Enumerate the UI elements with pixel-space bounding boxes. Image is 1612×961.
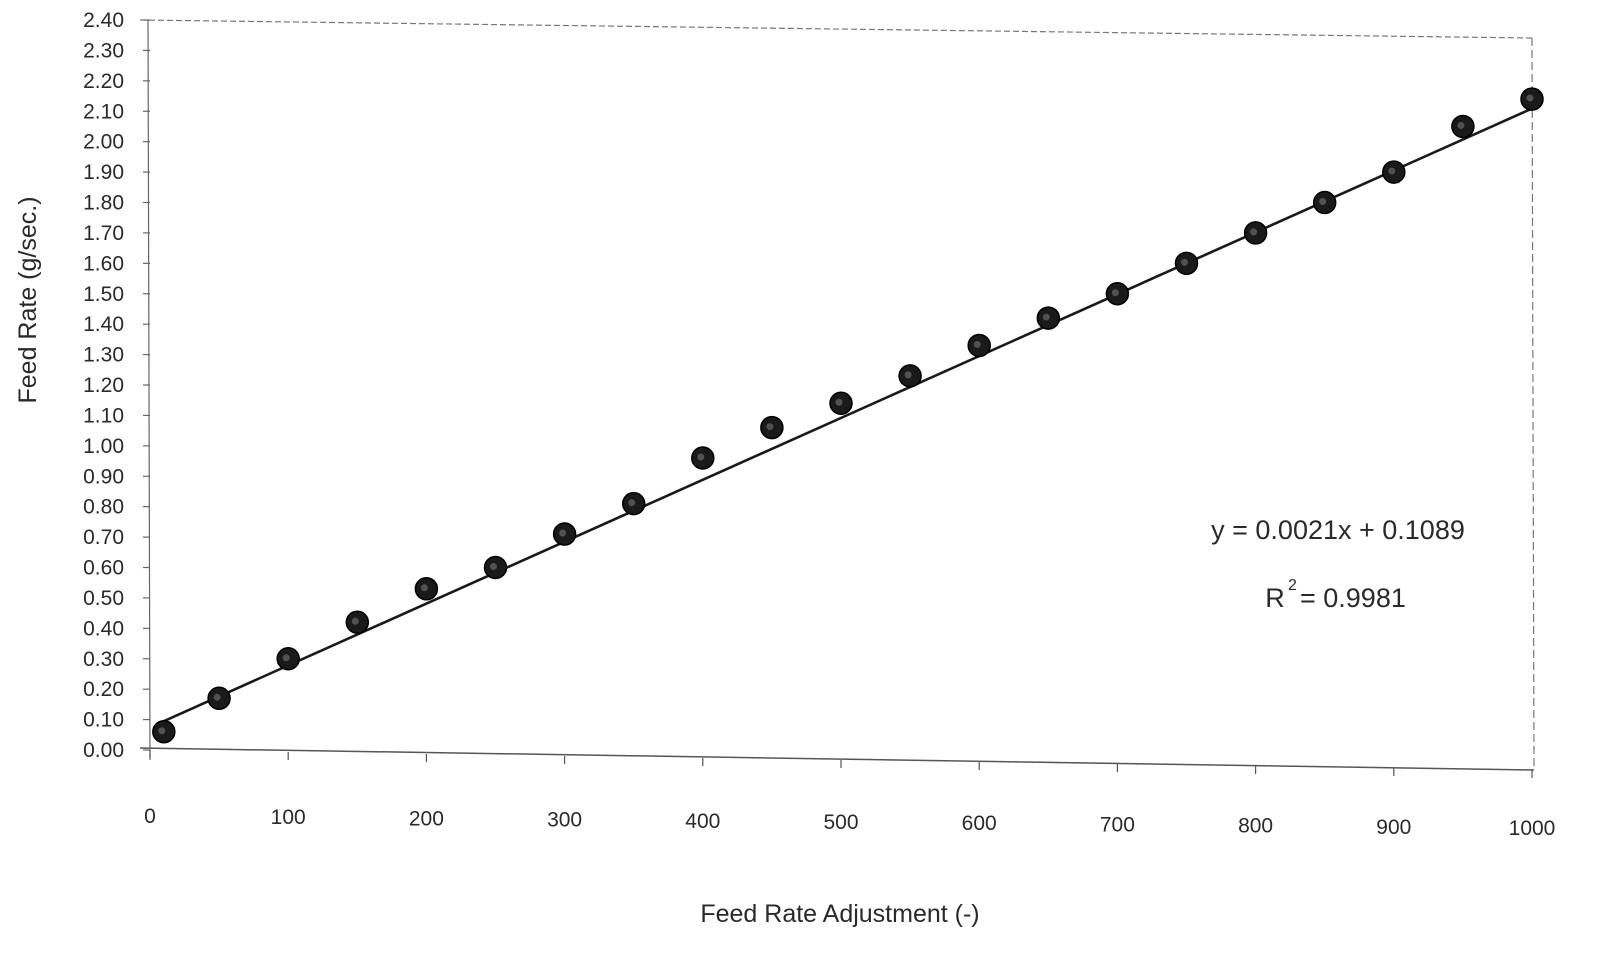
plot-frame [139, 19, 1535, 771]
x-tick-label: 1000 [1509, 817, 1556, 840]
x-tick-label: 200 [409, 807, 444, 830]
data-point-highlight [351, 617, 359, 625]
data-point-highlight [559, 529, 567, 537]
data-point-highlight [1388, 167, 1396, 175]
data-points [152, 87, 1544, 744]
y-tick-label: 0.50 [83, 587, 124, 610]
data-point-highlight [628, 499, 636, 507]
plot-border-right [1531, 37, 1535, 771]
y-tick-label: 1.80 [83, 192, 124, 215]
trendline [163, 107, 1533, 723]
y-tick-label: 1.20 [83, 374, 124, 397]
y-tick-label: 1.50 [83, 283, 124, 306]
y-tick-label: 1.60 [83, 252, 124, 275]
data-point-highlight [766, 423, 774, 431]
y-tick-label: 0.60 [83, 557, 124, 580]
data-point-highlight [1042, 313, 1050, 321]
data-point-highlight [1319, 198, 1327, 205]
y-tick-label: 0.80 [83, 496, 124, 519]
trendline-group [163, 107, 1533, 723]
data-point-highlight [1111, 289, 1119, 297]
y-axis-line [147, 19, 151, 761]
data-point-highlight [1526, 94, 1534, 102]
data-point-highlight [973, 340, 981, 348]
data-point-highlight [213, 693, 221, 701]
y-tick-label: 2.00 [83, 131, 124, 154]
data-point-highlight [1457, 121, 1465, 129]
data-point-highlight [1181, 258, 1188, 266]
y-tick-label: 1.90 [83, 161, 124, 184]
annotation-group: y = 0.0021x + 0.1089 R 2 = 0.9981 [1211, 515, 1465, 613]
x-axis-ticks: 0 100 200 300 400 500 600 700 800 900 1000 [144, 750, 1555, 840]
y-tick-label: 1.00 [83, 435, 124, 458]
x-tick-label: 500 [823, 811, 858, 834]
y-tick-label: 0.90 [83, 465, 124, 488]
data-point-highlight [420, 584, 428, 592]
y-tick-label: 0.10 [83, 709, 124, 732]
y-tick-label: 0.00 [83, 739, 124, 762]
x-tick-label: 0 [144, 805, 156, 828]
x-tick-label: 400 [685, 810, 720, 833]
y-tick-label: 2.40 [83, 9, 124, 32]
y-tick-label: 2.30 [83, 39, 124, 62]
r-squared-exponent: 2 [1288, 577, 1297, 594]
y-tick-label: 1.40 [83, 313, 124, 336]
equation-label: y = 0.0021x + 0.1089 [1211, 515, 1465, 545]
data-point-highlight [282, 654, 290, 662]
x-tick-label: 800 [1238, 815, 1273, 838]
y-tick-label: 1.10 [83, 404, 124, 427]
data-point-highlight [158, 727, 166, 735]
x-tick-label: 900 [1376, 816, 1411, 839]
x-tick-label: 100 [271, 806, 306, 829]
plot-border-top [139, 19, 1533, 39]
data-point-highlight [904, 371, 912, 379]
data-point-highlight [1250, 228, 1258, 236]
data-point-highlight [490, 563, 497, 570]
r-squared-value: = 0.9981 [1300, 583, 1406, 613]
data-point-highlight [835, 398, 843, 406]
y-axis-ticks: 0.00 0.10 0.20 0.30 0.40 0.50 0.60 0.70 0.80 0.90… [83, 9, 150, 762]
r-squared-base: R [1265, 583, 1285, 613]
y-tick-label: 1.70 [83, 222, 124, 245]
x-axis-line [139, 747, 1535, 771]
y-tick-label: 2.20 [83, 70, 124, 93]
y-tick-label: 0.30 [83, 648, 124, 671]
x-tick-label: 600 [962, 812, 997, 835]
y-tick-label: 0.40 [83, 617, 124, 640]
y-tick-label: 1.30 [83, 344, 124, 367]
y-tick-label: 2.10 [83, 100, 124, 123]
y-axis-title: Feed Rate (g/sec.) [14, 196, 42, 403]
x-axis-title: Feed Rate Adjustment (-) [700, 900, 979, 928]
y-tick-label: 0.70 [83, 526, 124, 549]
x-tick-label: 700 [1100, 813, 1135, 836]
x-tick-label: 300 [547, 809, 582, 832]
y-tick-label: 0.20 [83, 678, 124, 701]
data-point-highlight [697, 453, 705, 461]
